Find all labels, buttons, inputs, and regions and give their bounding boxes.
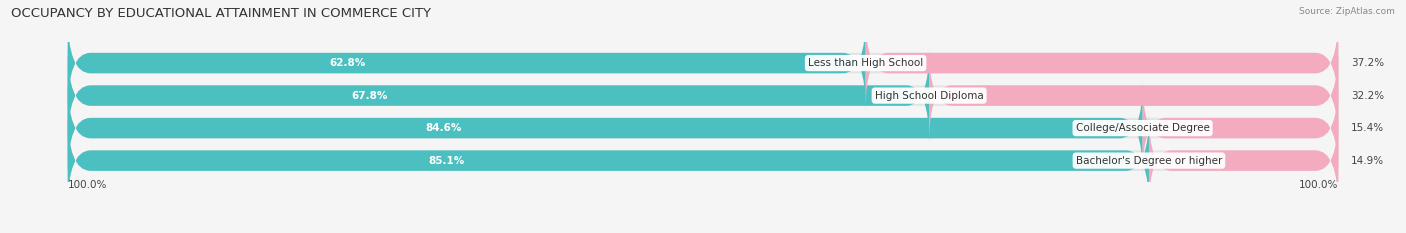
FancyBboxPatch shape	[67, 15, 1339, 111]
FancyBboxPatch shape	[67, 80, 1143, 176]
Legend: Owner-occupied, Renter-occupied: Owner-occupied, Renter-occupied	[595, 231, 811, 233]
Text: 84.6%: 84.6%	[426, 123, 463, 133]
Text: College/Associate Degree: College/Associate Degree	[1076, 123, 1209, 133]
Text: Bachelor's Degree or higher: Bachelor's Degree or higher	[1076, 156, 1222, 166]
FancyBboxPatch shape	[67, 112, 1149, 209]
Text: 85.1%: 85.1%	[427, 156, 464, 166]
Text: High School Diploma: High School Diploma	[875, 91, 984, 101]
FancyBboxPatch shape	[67, 15, 866, 111]
Text: Source: ZipAtlas.com: Source: ZipAtlas.com	[1299, 7, 1395, 16]
FancyBboxPatch shape	[67, 80, 1339, 176]
Text: Less than High School: Less than High School	[808, 58, 924, 68]
FancyBboxPatch shape	[67, 47, 929, 144]
Text: 100.0%: 100.0%	[67, 180, 107, 190]
FancyBboxPatch shape	[1143, 80, 1339, 176]
Text: 14.9%: 14.9%	[1351, 156, 1384, 166]
Text: 37.2%: 37.2%	[1351, 58, 1384, 68]
Text: 15.4%: 15.4%	[1351, 123, 1384, 133]
Text: 67.8%: 67.8%	[352, 91, 388, 101]
Text: 100.0%: 100.0%	[1299, 180, 1339, 190]
FancyBboxPatch shape	[866, 15, 1339, 111]
FancyBboxPatch shape	[1149, 112, 1339, 209]
FancyBboxPatch shape	[67, 47, 1339, 144]
FancyBboxPatch shape	[67, 112, 1339, 209]
FancyBboxPatch shape	[929, 47, 1339, 144]
Text: OCCUPANCY BY EDUCATIONAL ATTAINMENT IN COMMERCE CITY: OCCUPANCY BY EDUCATIONAL ATTAINMENT IN C…	[11, 7, 432, 20]
Text: 62.8%: 62.8%	[329, 58, 366, 68]
Text: 32.2%: 32.2%	[1351, 91, 1384, 101]
